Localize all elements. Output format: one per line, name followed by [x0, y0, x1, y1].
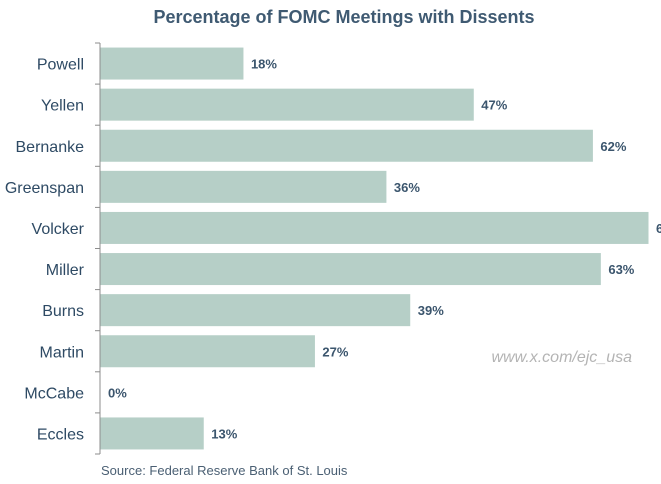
- bars-group: [100, 47, 649, 450]
- value-label-eccles: 13%: [211, 426, 237, 441]
- value-label-burns: 39%: [418, 303, 444, 318]
- value-label-mccabe: 0%: [108, 385, 127, 400]
- category-label-martin: Martin: [40, 344, 84, 361]
- bar-greenspan: [100, 170, 387, 203]
- bar-bernanke: [100, 129, 593, 162]
- bar-yellen: [100, 88, 474, 121]
- category-label-volcker: Volcker: [32, 221, 85, 238]
- bar-eccles: [100, 417, 204, 450]
- watermark-text: www.x.com/ejc_usa: [492, 349, 633, 366]
- bar-burns: [100, 294, 411, 327]
- bar-volcker: [100, 211, 649, 244]
- bar-powell: [100, 47, 244, 80]
- category-label-mccabe: McCabe: [24, 385, 84, 402]
- category-label-bernanke: Bernanke: [16, 139, 85, 156]
- source-note: Source: Federal Reserve Bank of St. Loui…: [101, 463, 348, 478]
- category-label-greenspan: Greenspan: [5, 180, 84, 197]
- bar-miller: [100, 253, 601, 286]
- value-labels: 18% 47% 62% 36% 69% 63% 39% 27% 0% 13%: [108, 57, 661, 442]
- value-label-yellen: 47%: [481, 98, 507, 113]
- value-label-greenspan: 36%: [394, 180, 420, 195]
- chart-title: Percentage of FOMC Meetings with Dissent…: [153, 7, 534, 27]
- value-label-martin: 27%: [322, 344, 348, 359]
- category-label-miller: Miller: [46, 262, 85, 279]
- value-label-bernanke: 62%: [600, 139, 626, 154]
- value-label-volcker: 69%: [656, 221, 661, 236]
- bar-martin: [100, 335, 315, 368]
- category-label-burns: Burns: [42, 303, 84, 320]
- category-label-yellen: Yellen: [41, 98, 84, 115]
- value-label-miller: 63%: [608, 262, 634, 277]
- category-label-eccles: Eccles: [37, 426, 84, 443]
- value-label-powell: 18%: [251, 57, 277, 72]
- y-axis-ticks: [95, 42, 100, 455]
- category-label-powell: Powell: [37, 57, 84, 74]
- category-labels: Powell Yellen Bernanke Greenspan Volcker Mill…: [5, 57, 85, 444]
